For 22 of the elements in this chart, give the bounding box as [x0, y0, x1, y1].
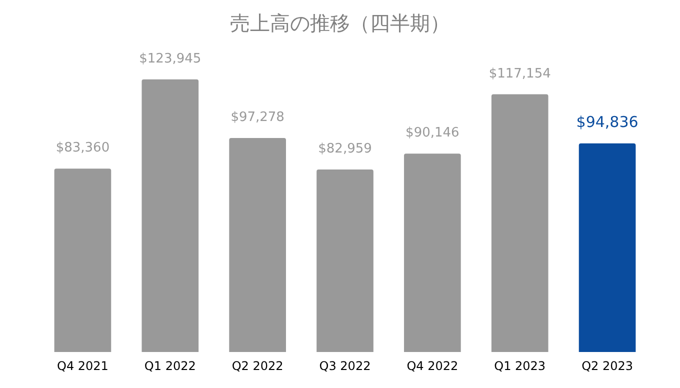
- bar: [142, 79, 199, 352]
- bar: [316, 169, 374, 352]
- x-tick-label: Q2 2022: [232, 359, 284, 373]
- bar: [578, 143, 636, 352]
- x-tick-label: Q1 2023: [494, 359, 546, 373]
- x-tick-label: Q3 2022: [319, 359, 371, 373]
- data-label: $90,146: [406, 126, 460, 141]
- data-label: $94,836: [576, 112, 638, 131]
- x-tick-label: Q1 2022: [144, 359, 196, 373]
- bar: [54, 168, 112, 352]
- data-label: $123,945: [139, 51, 202, 66]
- bar: [491, 94, 548, 352]
- chart-title: 売上高の推移（四半期）: [230, 11, 450, 35]
- x-tick-label: Q4 2021: [56, 359, 108, 373]
- data-label: $83,360: [56, 140, 110, 156]
- x-tick-label: Q4 2022: [406, 359, 458, 373]
- x-tick-label: Q2 2023: [582, 359, 634, 373]
- data-label: $82,959: [318, 141, 372, 156]
- data-label: $97,278: [230, 110, 284, 125]
- bar: [404, 154, 461, 352]
- bar: [229, 138, 286, 352]
- data-label: $117,154: [488, 66, 551, 82]
